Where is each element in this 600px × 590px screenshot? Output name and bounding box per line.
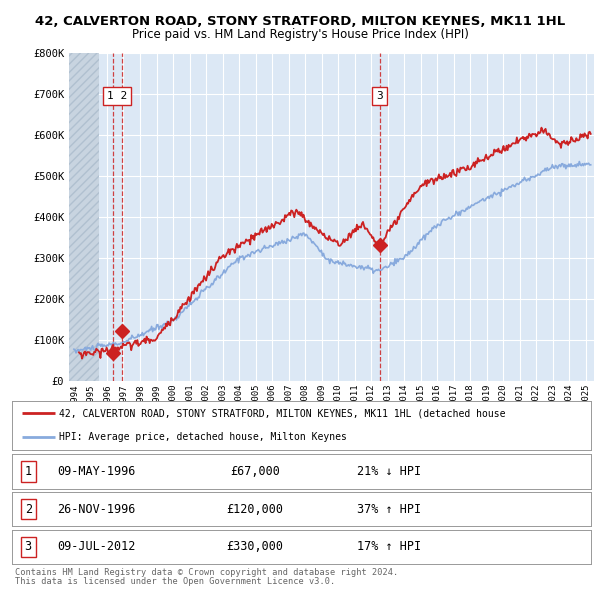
Text: 3: 3	[376, 91, 383, 101]
Text: 17% ↑ HPI: 17% ↑ HPI	[356, 540, 421, 553]
Text: 2: 2	[25, 503, 32, 516]
Text: 21% ↓ HPI: 21% ↓ HPI	[356, 465, 421, 478]
Text: 37% ↑ HPI: 37% ↑ HPI	[356, 503, 421, 516]
Text: Price paid vs. HM Land Registry's House Price Index (HPI): Price paid vs. HM Land Registry's House …	[131, 28, 469, 41]
Text: £120,000: £120,000	[227, 503, 284, 516]
Text: 42, CALVERTON ROAD, STONY STRATFORD, MILTON KEYNES, MK11 1HL: 42, CALVERTON ROAD, STONY STRATFORD, MIL…	[35, 15, 565, 28]
Text: Contains HM Land Registry data © Crown copyright and database right 2024.: Contains HM Land Registry data © Crown c…	[15, 568, 398, 576]
Text: £67,000: £67,000	[230, 465, 280, 478]
Text: This data is licensed under the Open Government Licence v3.0.: This data is licensed under the Open Gov…	[15, 577, 335, 586]
Text: 09-JUL-2012: 09-JUL-2012	[57, 540, 135, 553]
Text: HPI: Average price, detached house, Milton Keynes: HPI: Average price, detached house, Milt…	[59, 432, 347, 442]
Text: 09-MAY-1996: 09-MAY-1996	[57, 465, 135, 478]
Text: 1: 1	[25, 465, 32, 478]
Text: 26-NOV-1996: 26-NOV-1996	[57, 503, 135, 516]
Bar	[69, 53, 99, 381]
Text: £330,000: £330,000	[227, 540, 284, 553]
Text: 3: 3	[25, 540, 32, 553]
Text: 42, CALVERTON ROAD, STONY STRATFORD, MILTON KEYNES, MK11 1HL (detached house: 42, CALVERTON ROAD, STONY STRATFORD, MIL…	[59, 408, 506, 418]
Text: 1 2: 1 2	[107, 91, 127, 101]
